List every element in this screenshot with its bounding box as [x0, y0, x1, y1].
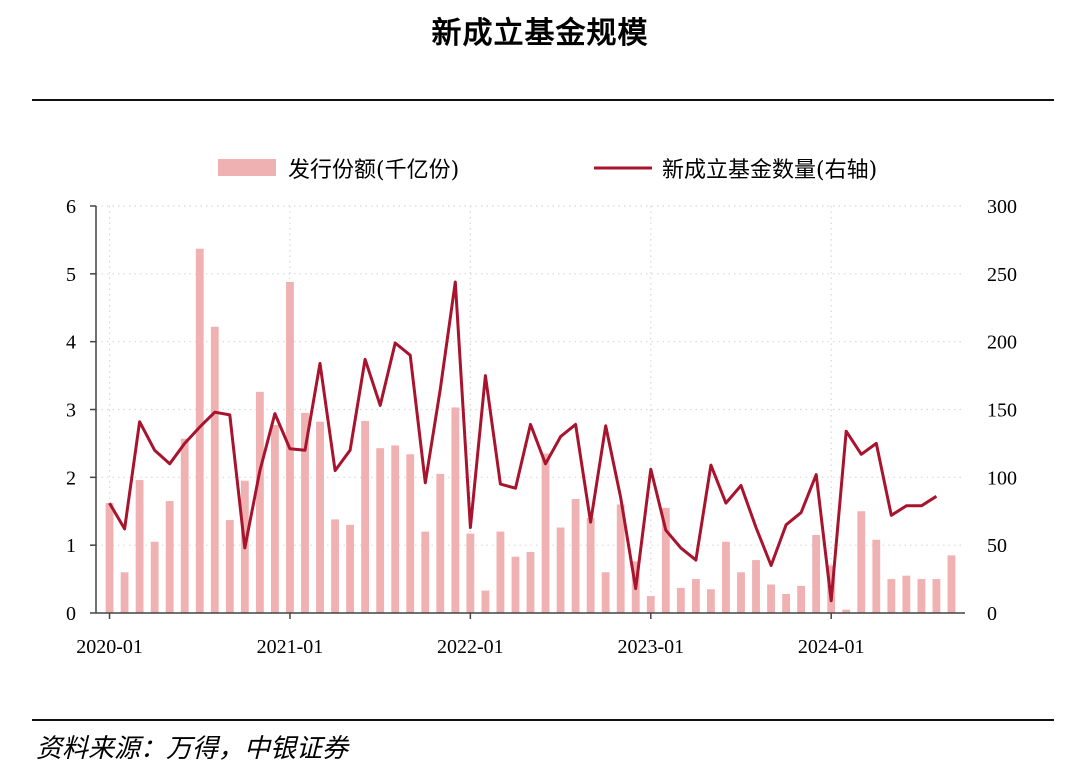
- title-divider: [32, 99, 1054, 101]
- bar: [541, 453, 550, 613]
- bar: [105, 503, 114, 613]
- y-left-tick-label: 0: [66, 603, 76, 625]
- bar: [812, 534, 821, 613]
- source-note: 资料来源：万得，中银证券: [36, 734, 349, 764]
- legend: 发行份额(千亿份) 新成立基金数量(右轴): [218, 158, 877, 183]
- y-left-tick-label: 6: [66, 196, 76, 218]
- x-tick-label: 2021-01: [257, 636, 324, 658]
- y-right-tick-label: 100: [987, 467, 1017, 489]
- bar: [842, 609, 851, 613]
- bar: [601, 572, 610, 613]
- y-right-tick-label: 50: [987, 535, 1007, 557]
- bar: [496, 531, 505, 613]
- bar: [271, 425, 279, 613]
- bar: [481, 590, 490, 613]
- y-right-tick-label: 300: [987, 196, 1017, 218]
- bar: [346, 524, 354, 613]
- bar: [195, 248, 204, 614]
- bar: [616, 504, 625, 613]
- bar: [301, 412, 309, 613]
- y-left-tick-label: 5: [66, 264, 76, 286]
- bar: [722, 541, 730, 613]
- bar: [857, 511, 866, 613]
- bar: [451, 407, 460, 613]
- y-left-tick-label: 3: [66, 400, 76, 422]
- x-tick-label: 2022-01: [437, 636, 504, 658]
- bar: [225, 520, 234, 613]
- line-series: [108, 280, 938, 603]
- bar: [661, 507, 670, 613]
- bar: [361, 421, 370, 613]
- bar: [707, 589, 715, 613]
- bar: [676, 587, 685, 613]
- bar: [932, 579, 941, 613]
- axes: [90, 205, 965, 619]
- bar: [466, 533, 475, 613]
- bar: [376, 448, 385, 613]
- legend-bar-label: 发行份额(千亿份): [288, 158, 459, 183]
- x-tick-label: 2023-01: [617, 636, 684, 658]
- bar: [436, 473, 445, 613]
- bar: [737, 572, 745, 613]
- bar: [316, 421, 324, 613]
- bar: [255, 391, 264, 613]
- y-right-tick-label: 150: [987, 400, 1017, 422]
- fund-count-line: [108, 280, 938, 603]
- tick-labels: 0 1 2 3 4 5 6 0 50 100 150 200 250 300 2020-01 2021-01 2…: [66, 196, 1017, 658]
- bar: [571, 499, 580, 613]
- bar: [917, 579, 926, 613]
- bar: [180, 438, 189, 613]
- bar: [872, 539, 881, 613]
- bar: [556, 527, 565, 613]
- y-left-tick-label: 4: [66, 332, 76, 354]
- chart-title: 新成立基金规模: [431, 16, 649, 51]
- y-right-tick-label: 0: [987, 603, 997, 625]
- y-left-tick-label: 2: [66, 467, 76, 489]
- legend-line-label: 新成立基金数量(右轴): [662, 158, 877, 183]
- bar: [782, 594, 790, 613]
- bar: [646, 596, 655, 613]
- bar: [752, 560, 760, 613]
- bar: [767, 584, 775, 613]
- x-tick-label: 2020-01: [76, 636, 143, 658]
- bar: [165, 501, 174, 613]
- bar: [135, 480, 144, 613]
- bar-series: [105, 248, 956, 614]
- bar: [331, 519, 339, 613]
- bar: [120, 572, 129, 613]
- combo-chart: 0 1 2 3 4 5 6 0 50 100 150 200 250 300 2020-01 2021-01 2…: [66, 158, 1017, 658]
- bar: [391, 445, 400, 613]
- y-right-tick-label: 250: [987, 264, 1017, 286]
- y-right-tick-label: 200: [987, 332, 1017, 354]
- source-divider: [32, 719, 1054, 721]
- y-left-tick-label: 1: [66, 535, 76, 557]
- bar: [902, 575, 911, 613]
- x-tick-label: 2024-01: [798, 636, 865, 658]
- bar: [511, 556, 520, 613]
- bar: [887, 579, 896, 613]
- bar: [526, 551, 535, 613]
- bar: [150, 541, 159, 613]
- bar: [210, 326, 219, 613]
- legend-bar-swatch: [218, 159, 276, 176]
- bar: [947, 555, 956, 613]
- bar: [691, 579, 700, 613]
- bar: [797, 585, 806, 613]
- bar: [586, 518, 595, 613]
- bar: [421, 531, 430, 613]
- bar: [406, 454, 415, 613]
